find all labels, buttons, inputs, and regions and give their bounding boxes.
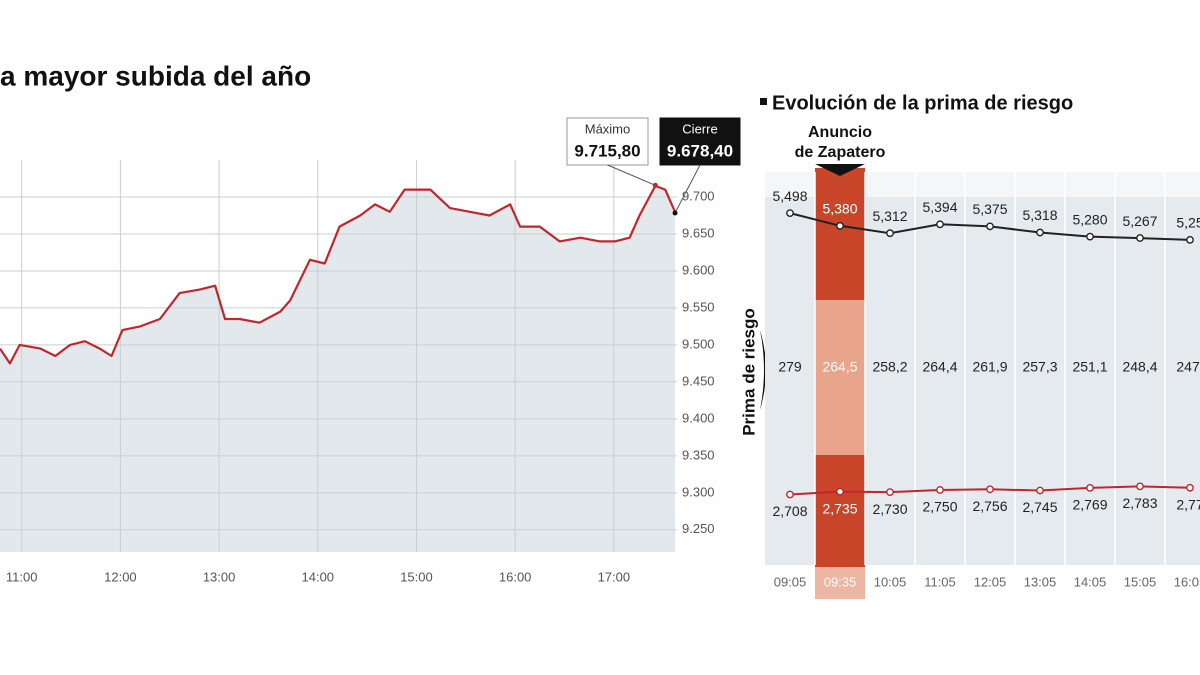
highlight-label: de Zapatero xyxy=(795,144,886,161)
point xyxy=(936,486,944,494)
point xyxy=(786,490,794,499)
x-tick-label: 17:00 xyxy=(598,569,631,584)
value-label: 5,498 xyxy=(772,188,807,204)
x-tick-label: 13:00 xyxy=(203,569,236,584)
value-label: 2,769 xyxy=(1072,497,1107,513)
annotation-pointer xyxy=(607,164,656,186)
point xyxy=(886,488,894,497)
y-tick-label: 9.600 xyxy=(682,262,715,277)
value-label: 2,730 xyxy=(872,501,907,517)
y-tick-label: 9.350 xyxy=(682,447,715,462)
y-tick-label: 9.450 xyxy=(682,373,715,388)
y-tick-label: 9.650 xyxy=(682,225,715,240)
point xyxy=(836,221,844,230)
point xyxy=(1186,235,1194,244)
point xyxy=(1036,486,1044,495)
x-tick-label: 15:05 xyxy=(1124,574,1157,589)
value-label: 2,708 xyxy=(772,503,807,519)
point xyxy=(836,487,844,496)
area-fill xyxy=(0,185,676,552)
value-label: 2,745 xyxy=(1022,499,1057,515)
point xyxy=(1136,234,1144,242)
highlight-middle xyxy=(815,300,865,455)
value-label: 258,2 xyxy=(872,359,907,375)
value-label: 279 xyxy=(778,359,802,375)
y-tick-label: 9.400 xyxy=(682,410,715,425)
value-label: 251,1 xyxy=(1072,359,1107,375)
price-line xyxy=(0,184,677,365)
annotation-value: 9.678,40 xyxy=(667,141,733,160)
point xyxy=(936,220,944,229)
value-label: 257,3 xyxy=(1022,359,1057,375)
annotation-label: Cierre xyxy=(682,121,717,136)
value-label: 264,4 xyxy=(922,359,957,375)
value-label: 5,380 xyxy=(822,201,857,217)
value-label: 5,394 xyxy=(922,199,957,215)
y-tick-label: 9.550 xyxy=(682,299,715,314)
value-label: 248,4 xyxy=(1122,359,1157,375)
value-label: 5,25 xyxy=(1176,215,1200,231)
point xyxy=(1186,483,1194,492)
x-tick-label: 09:35 xyxy=(824,574,857,589)
value-label: 264,5 xyxy=(822,359,857,375)
point xyxy=(886,229,894,238)
x-tick-label: 13:05 xyxy=(1024,574,1057,589)
value-label: 5,375 xyxy=(972,201,1007,217)
annotation-label: Máximo xyxy=(585,121,631,136)
highlight-arrow xyxy=(815,164,865,176)
x-tick-label: 11:05 xyxy=(924,574,956,589)
title-bullet xyxy=(760,98,767,105)
point xyxy=(786,209,794,218)
value-label: 2,735 xyxy=(822,500,857,516)
highlight-label: Anuncio xyxy=(808,124,872,141)
annotation-point xyxy=(652,182,658,188)
x-tick-label: 16:00 xyxy=(499,569,532,584)
x-tick-label: 12:00 xyxy=(104,569,137,584)
value-label: 261,9 xyxy=(972,359,1007,375)
value-label: 5,312 xyxy=(872,208,907,224)
point xyxy=(1086,232,1094,241)
point xyxy=(1136,482,1144,491)
x-tick-label: 14:05 xyxy=(1074,574,1107,589)
value-label: 2,77 xyxy=(1176,496,1200,512)
value-label: 5,280 xyxy=(1072,211,1107,227)
annotation-pointer xyxy=(674,164,701,214)
point xyxy=(1036,228,1044,237)
y-tick-label: 9.250 xyxy=(682,521,715,536)
x-tick-label: 11:00 xyxy=(6,569,38,584)
y-tick-label: 9.300 xyxy=(682,484,715,499)
value-label: 5,318 xyxy=(1022,207,1057,223)
x-tick-label: 10:05 xyxy=(874,574,907,589)
x-tick-label: 12:05 xyxy=(974,574,1007,589)
value-label: 5,267 xyxy=(1122,213,1157,229)
x-tick-label: 15:00 xyxy=(400,569,433,584)
x-tick-label: 16:05 xyxy=(1174,574,1200,589)
annotation-value: 9.715,80 xyxy=(574,141,640,160)
bracket-arrow xyxy=(760,330,766,410)
y-tick-label: 9.700 xyxy=(682,188,715,203)
y-axis-label: Prima de riesgo xyxy=(739,308,758,436)
value-label: 247, xyxy=(1176,359,1200,375)
chart-title: Evolución de la prima de riesgo xyxy=(772,92,1073,114)
value-label: 2,783 xyxy=(1122,495,1157,511)
chart-title: a mayor subida del año xyxy=(0,60,311,91)
x-tick-label: 14:00 xyxy=(302,569,335,584)
point xyxy=(986,222,994,231)
point xyxy=(1086,483,1094,492)
x-tick-label: 09:05 xyxy=(774,574,807,589)
value-label: 2,756 xyxy=(972,498,1007,514)
highlight-tab xyxy=(815,567,865,599)
value-label: 2,750 xyxy=(922,499,957,515)
annotation-point xyxy=(672,210,678,216)
y-tick-label: 9.500 xyxy=(682,336,715,351)
point xyxy=(986,485,994,494)
